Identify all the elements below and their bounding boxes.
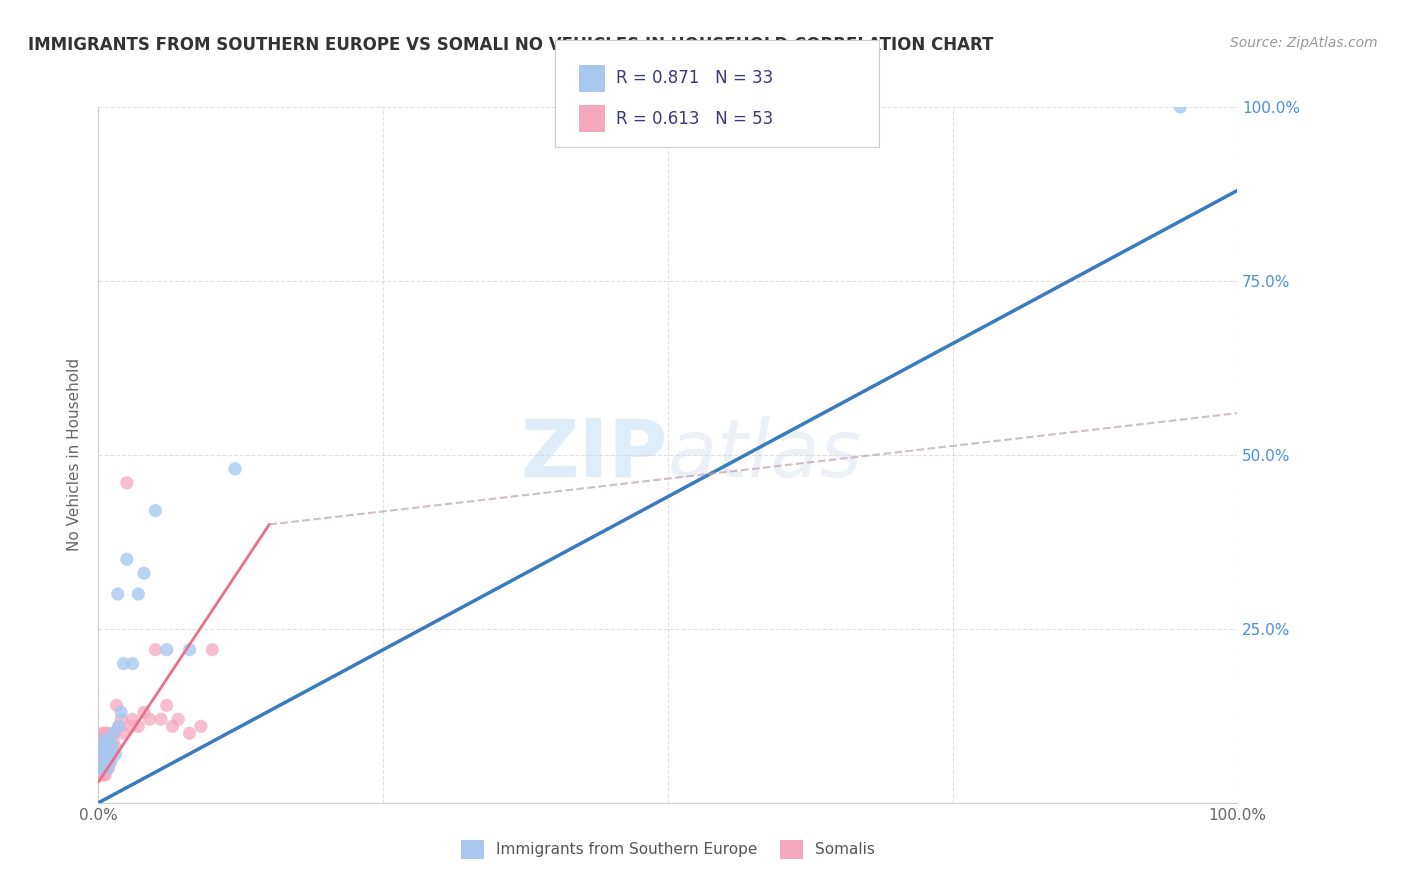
Point (127, 587, 149, 601)
Point (108, 719, 131, 733)
Point (98, 733, 121, 747)
Text: IMMIGRANTS FROM SOUTHERN EUROPE VS SOMALI NO VEHICLES IN HOUSEHOLD CORRELATION C: IMMIGRANTS FROM SOUTHERN EUROPE VS SOMAL… (28, 36, 994, 54)
Point (224, 462, 246, 476)
Point (162, 719, 184, 733)
Point (91, 754, 114, 768)
Point (93, 761, 115, 775)
Point (150, 712, 173, 726)
Point (89, 747, 111, 761)
Point (93, 733, 115, 747)
Point (132, 706, 155, 720)
Point (89, 740, 111, 755)
Y-axis label: No Vehicles in Household: No Vehicles in Household (67, 359, 83, 551)
Point (97, 747, 120, 761)
Point (94, 754, 117, 768)
Point (105, 698, 128, 713)
Point (96, 740, 118, 755)
Point (145, 503, 167, 517)
Point (96, 733, 118, 747)
Point (94, 754, 117, 768)
Point (91, 740, 114, 755)
Point (132, 566, 155, 581)
Point (112, 657, 135, 671)
Point (100, 740, 122, 755)
Point (179, 726, 201, 740)
Point (89, 761, 111, 775)
Point (101, 726, 124, 740)
Point (101, 740, 124, 755)
Point (103, 733, 125, 747)
Point (167, 712, 190, 726)
Point (104, 747, 127, 761)
Point (201, 642, 224, 657)
Point (110, 706, 132, 720)
Point (115, 475, 138, 490)
Point (91, 747, 114, 761)
Point (107, 587, 129, 601)
Point (90, 747, 112, 761)
Point (103, 726, 125, 740)
Point (94, 747, 117, 761)
Point (121, 657, 143, 671)
Point (94, 768, 117, 782)
Point (97, 747, 120, 761)
Point (91, 768, 114, 782)
Point (1170, 100, 1192, 114)
Point (90, 733, 112, 747)
Point (104, 740, 127, 755)
Point (120, 719, 142, 733)
Point (96, 761, 118, 775)
Point (96, 761, 118, 775)
Point (96, 761, 118, 775)
Text: ZIP: ZIP (520, 416, 668, 494)
Point (93, 733, 115, 747)
Point (103, 726, 125, 740)
Text: R = 0.613   N = 53: R = 0.613 N = 53 (616, 110, 773, 128)
Text: Source: ZipAtlas.com: Source: ZipAtlas.com (1230, 36, 1378, 50)
Point (108, 719, 131, 733)
Point (145, 642, 167, 657)
Point (94, 726, 117, 740)
Point (190, 719, 212, 733)
Point (138, 712, 160, 726)
Point (91, 754, 114, 768)
Point (121, 712, 143, 726)
Point (98, 754, 121, 768)
Text: R = 0.871   N = 33: R = 0.871 N = 33 (616, 70, 773, 87)
Legend: Immigrants from Southern Europe, Somalis: Immigrants from Southern Europe, Somalis (454, 834, 882, 864)
Point (93, 747, 115, 761)
Text: atlas: atlas (668, 416, 863, 494)
Point (96, 747, 118, 761)
Point (96, 754, 118, 768)
Point (127, 719, 149, 733)
Point (90, 733, 112, 747)
Point (112, 726, 135, 740)
Point (98, 733, 121, 747)
Point (91, 726, 114, 740)
Point (90, 740, 112, 755)
Point (156, 642, 179, 657)
Point (179, 642, 201, 657)
Point (115, 552, 138, 566)
Point (90, 761, 112, 775)
Point (156, 698, 179, 713)
Point (96, 740, 118, 755)
Point (89, 761, 111, 775)
Point (93, 761, 115, 775)
Point (90, 754, 112, 768)
Point (96, 726, 118, 740)
Point (100, 754, 122, 768)
Point (90, 754, 112, 768)
Point (110, 712, 132, 726)
Point (90, 761, 112, 775)
Point (90, 747, 112, 761)
Point (90, 740, 112, 755)
Point (90, 768, 112, 782)
Point (97, 761, 120, 775)
